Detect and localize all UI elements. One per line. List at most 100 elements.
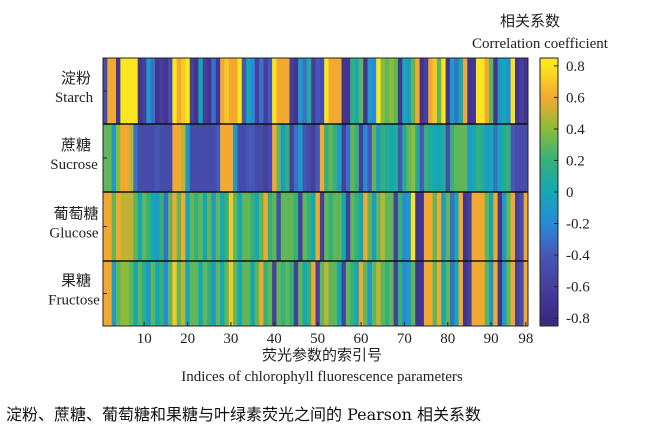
heatmap-cell [523, 124, 529, 192]
heatmap-cell [285, 58, 290, 124]
colorbar-segment [540, 254, 558, 257]
heatmap-cell [419, 58, 425, 124]
x-tick-label: 90 [484, 331, 499, 347]
colorbar-segment [540, 150, 558, 153]
row-label-en: Sucrose [50, 157, 98, 173]
heatmap-cell [514, 124, 520, 192]
heatmap-cell [298, 192, 303, 261]
heatmap-cell [155, 261, 160, 326]
heatmap-cell [315, 58, 321, 124]
colorbar-title-cn: 相关系数 [500, 13, 560, 30]
heatmap-cell [215, 58, 221, 124]
heatmap-cell [293, 58, 299, 124]
heatmap-cell [393, 261, 399, 326]
heatmap-cell [363, 261, 368, 326]
heatmap-cell [181, 58, 186, 124]
heatmap-cell [371, 58, 377, 124]
heatmap-cell [168, 192, 173, 261]
colorbar-segment [540, 270, 558, 273]
colorbar-segment [540, 312, 558, 315]
heatmap-cell [267, 261, 273, 326]
row-label-en: Starch [55, 90, 94, 106]
x-tick-label: 60 [354, 331, 369, 347]
heatmap-cell [137, 261, 143, 326]
heatmap-cell [111, 124, 117, 192]
heatmap-cell [159, 124, 165, 192]
heatmap-cell [345, 58, 351, 124]
heatmap-cell [189, 58, 195, 124]
heatmap-cell [120, 58, 126, 124]
heatmap-cell [410, 192, 416, 261]
heatmap-cell [454, 58, 460, 124]
colorbar-segment [540, 324, 558, 327]
heatmap-cell [432, 192, 438, 261]
heatmap-cell [488, 192, 494, 261]
heatmap-cell [241, 261, 247, 326]
heatmap-cell [146, 261, 152, 326]
colorbar-segment [540, 320, 558, 323]
heatmap-cell [254, 261, 260, 326]
heatmap-cell [224, 58, 230, 124]
heatmap-cell [276, 124, 282, 192]
heatmap-cell [471, 124, 477, 192]
heatmap-cell [150, 58, 156, 124]
heatmap-cell [384, 58, 390, 124]
heatmap-cell [410, 124, 416, 192]
heatmap-cell [159, 261, 165, 326]
heatmap-cell [358, 124, 364, 192]
colorbar-segment [540, 138, 558, 141]
heatmap-cell [324, 58, 329, 124]
heatmap-cell [376, 192, 381, 261]
heatmap-cell [337, 192, 342, 261]
colorbar-segment [540, 136, 558, 139]
heatmap-cell [259, 261, 264, 326]
heatmap-cell [194, 192, 199, 261]
heatmap-cell [207, 58, 212, 124]
colorbar-segment [540, 226, 558, 229]
heatmap-cell [410, 58, 416, 124]
heatmap-cell [514, 261, 520, 326]
heatmap-cell [497, 192, 503, 261]
heatmap-cell [280, 192, 286, 261]
heatmap-cell [432, 261, 438, 326]
heatmap-cell [233, 192, 238, 261]
heatmap-cell [484, 124, 490, 192]
heatmap-cell [267, 192, 273, 261]
heatmap-cell [501, 124, 507, 192]
colorbar-tick-label: -0.2 [566, 217, 590, 233]
heatmap-cell [237, 261, 243, 326]
colorbar-segment [540, 296, 558, 299]
heatmap-cell [519, 261, 525, 326]
colorbar-segment [540, 220, 558, 223]
x-tick-label: 50 [310, 331, 325, 347]
row-label-en: Fructose [48, 293, 100, 309]
heatmap-cell [233, 261, 238, 326]
heatmap-cell [428, 58, 433, 124]
heatmap-cell [501, 192, 507, 261]
heatmap-cell [176, 124, 182, 192]
colorbar-segment [540, 112, 558, 115]
colorbar-segment [540, 110, 558, 113]
heatmap-cell [445, 192, 451, 261]
heatmap-cell [176, 261, 182, 326]
heatmap-cell [332, 58, 338, 124]
heatmap-cell [332, 261, 338, 326]
heatmap-cell [289, 192, 295, 261]
heatmap-cell [163, 58, 169, 124]
colorbar-segment [540, 62, 558, 65]
heatmap-cell [107, 261, 113, 326]
heatmap-cell [146, 192, 152, 261]
colorbar-segment [540, 128, 558, 131]
colorbar-segment [540, 160, 558, 163]
heatmap-cell [120, 192, 126, 261]
heatmap-cell [155, 124, 160, 192]
heatmap-cell [354, 192, 360, 261]
colorbar-title-en: Correlation coefficient [472, 36, 609, 52]
colorbar-segment [540, 78, 558, 81]
heatmap-cell [241, 124, 247, 192]
colorbar-segment [540, 278, 558, 281]
heatmap-cell [345, 261, 351, 326]
heatmap-cell [159, 58, 165, 124]
heatmap-cell [445, 124, 451, 192]
colorbar-segment [540, 206, 558, 209]
